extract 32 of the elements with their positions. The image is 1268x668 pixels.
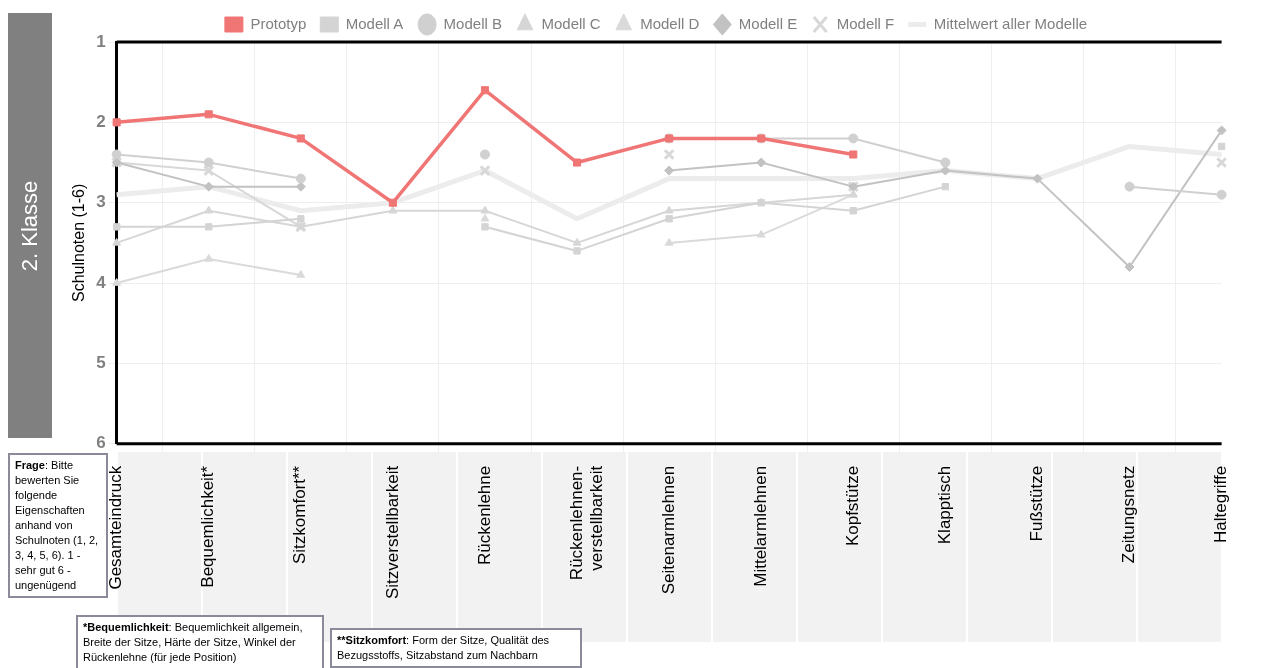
legend-label: Prototyp	[250, 14, 307, 32]
x-tick-label: Kopfstütze	[842, 465, 862, 547]
y-axis-title: Schulnoten (1-6)	[70, 183, 88, 303]
legend-label: Modell C	[541, 14, 601, 32]
y-tick-label: 3	[96, 192, 106, 212]
x-tick-label: Bequemlichkeit*	[198, 465, 218, 588]
x-tick-label: Zeitungsnetz	[1119, 465, 1139, 564]
y-tick-label: 1	[96, 31, 106, 51]
legend-label: Modell D	[640, 14, 700, 32]
x-tick-label: Gesamteindruck	[106, 465, 126, 590]
y-tick-label: 6	[96, 433, 106, 453]
legend-label: Modell B	[443, 14, 502, 32]
legend-label: Modell E	[738, 14, 798, 32]
x-tick-label: Klapptisch	[935, 465, 955, 545]
y-tick-label: 2	[96, 112, 106, 132]
x-tick-label: Sitzverstellbarkeit	[382, 465, 402, 600]
text: 2. Klasse	[17, 180, 43, 271]
x-tick-label: Fußstütze	[1027, 465, 1047, 542]
text: Frage: Bitte bewerten Sie folgende Eigenschaften anhand von Schulnoten (1, 2, 3, 4, 5, 6). 1 - sehr gut 6 - ungenügend	[15, 459, 99, 591]
x-tick-label: Mittelarmlehnen	[750, 465, 770, 587]
x-tick-label: Haltegriffe	[1211, 465, 1231, 543]
x-tick-label: Sitzkomfort**	[290, 465, 310, 565]
y-tick-label: 5	[96, 353, 106, 373]
legend-label: Mittelwert aller Modelle	[933, 14, 1088, 32]
x-tick-label: Rückenlehnen- verstellbarkeit	[566, 465, 607, 581]
y-tick-label: 4	[96, 272, 107, 292]
text: *Bequemlichkeit: Bequemlichkeit allgemein, Breite der Sitze, Härte der Sitze, Winkel der Rückenlehne (für jede Position)	[76, 615, 324, 668]
text: **Sitzkomfort: Form der Sitze, Qualität des Bezugsstoffs, Sitzabstand zum Nachbarn	[330, 628, 582, 668]
x-tick-label: Rückenlehne	[474, 465, 494, 566]
x-tick-label: Seitenarmlehnen	[658, 465, 678, 595]
legend-label: Modell A	[345, 14, 404, 32]
legend-label: Modell F	[836, 14, 895, 32]
